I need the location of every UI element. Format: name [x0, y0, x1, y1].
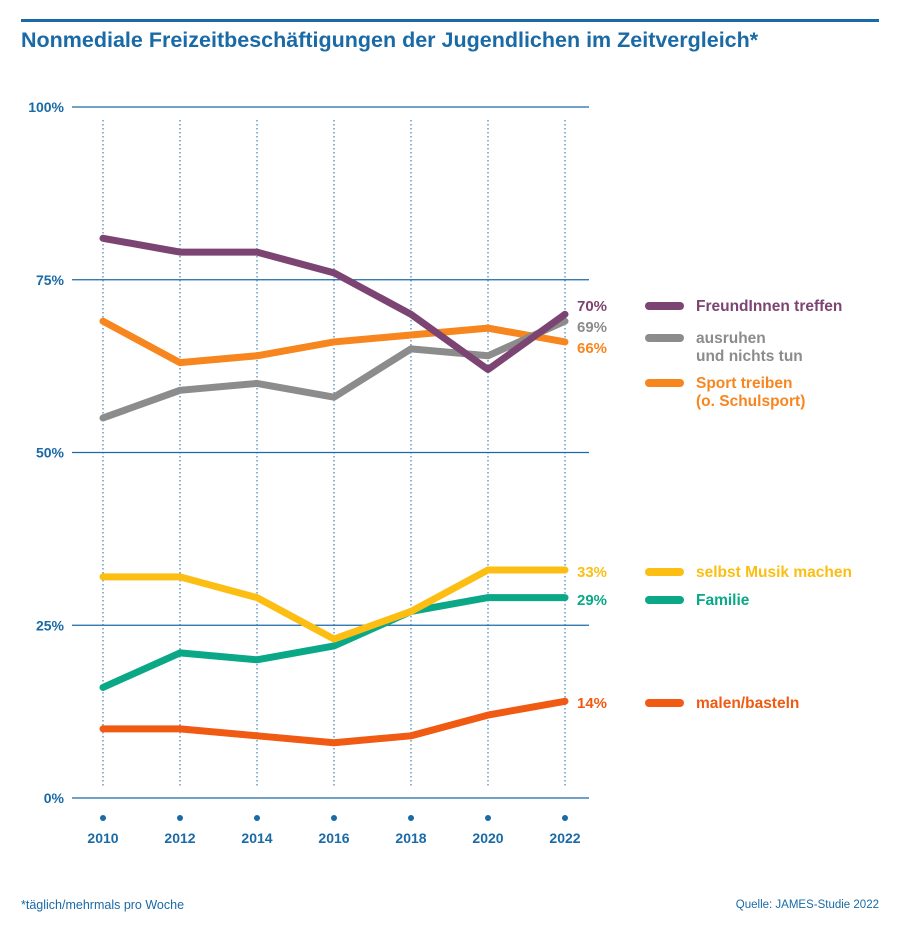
footnote: *täglich/mehrmals pro Woche — [21, 898, 185, 912]
legend-label-familie: Familie — [696, 592, 750, 609]
y-tick-label: 25% — [36, 617, 65, 633]
series-lines — [99, 234, 569, 747]
y-tick-label: 0% — [44, 790, 65, 806]
x-tick-dot — [562, 815, 568, 821]
series-line-sport-treiben — [99, 317, 569, 367]
legend-label-ausruhen: ausruhen — [696, 330, 766, 347]
x-tick-label: 2012 — [164, 830, 195, 846]
legend-label-selbst-musik-machen: selbst Musik machen — [696, 564, 852, 581]
x-tick-dot — [254, 815, 260, 821]
legend-label-malen-basteln: malen/basteln — [696, 695, 799, 712]
y-tick-label: 75% — [36, 272, 65, 288]
end-value-labels: 70% 69% 66% 33% 29% 14% — [577, 298, 607, 712]
x-tick-dot — [408, 815, 414, 821]
end-label-familie: 29% — [577, 592, 607, 609]
end-label-sport-treiben: 66% — [577, 340, 607, 357]
x-tick-dot — [485, 815, 491, 821]
legend-label-freundinnen-treffen: FreundInnen treffen — [696, 298, 842, 315]
series-line-malen-basteln — [99, 697, 569, 747]
x-tick-label: 2022 — [549, 830, 580, 846]
chart-title: Nonmediale Freizeitbeschäftigungen der J… — [21, 28, 759, 52]
x-tick-dot — [331, 815, 337, 821]
end-label-malen-basteln: 14% — [577, 695, 607, 712]
x-axis: 2010 2012 2014 2016 2018 2020 2022 — [87, 815, 581, 846]
x-tick-label: 2018 — [395, 830, 426, 846]
y-axis-labels: 0% 25% 50% 75% 100% — [28, 99, 64, 806]
y-tick-label: 100% — [28, 99, 64, 115]
legend-label-sport-treiben: (o. Schulsport) — [696, 393, 805, 410]
grid — [72, 106, 589, 799]
x-tick-label: 2014 — [241, 830, 272, 846]
legend-label-sport-treiben: Sport treiben — [696, 375, 792, 392]
y-tick-label: 50% — [36, 445, 65, 461]
x-tick-dot — [100, 815, 106, 821]
source-note: Quelle: JAMES-Studie 2022 — [735, 899, 879, 911]
end-label-ausruhen: 69% — [577, 319, 607, 336]
series-line-selbst-musik-machen — [99, 566, 569, 643]
end-label-selbst-musik-machen: 33% — [577, 564, 607, 581]
x-tick-dot — [177, 815, 183, 821]
x-tick-label: 2020 — [472, 830, 503, 846]
x-tick-label: 2010 — [87, 830, 118, 846]
end-label-freundinnen-treffen: 70% — [577, 298, 607, 315]
legend-label-ausruhen: und nichts tun — [696, 348, 803, 365]
series-line-familie — [99, 594, 569, 691]
series-line-freundinnen-treffen — [99, 234, 569, 374]
series-line-ausruhen — [99, 317, 569, 422]
x-tick-label: 2016 — [318, 830, 349, 846]
top-rule — [21, 19, 879, 22]
